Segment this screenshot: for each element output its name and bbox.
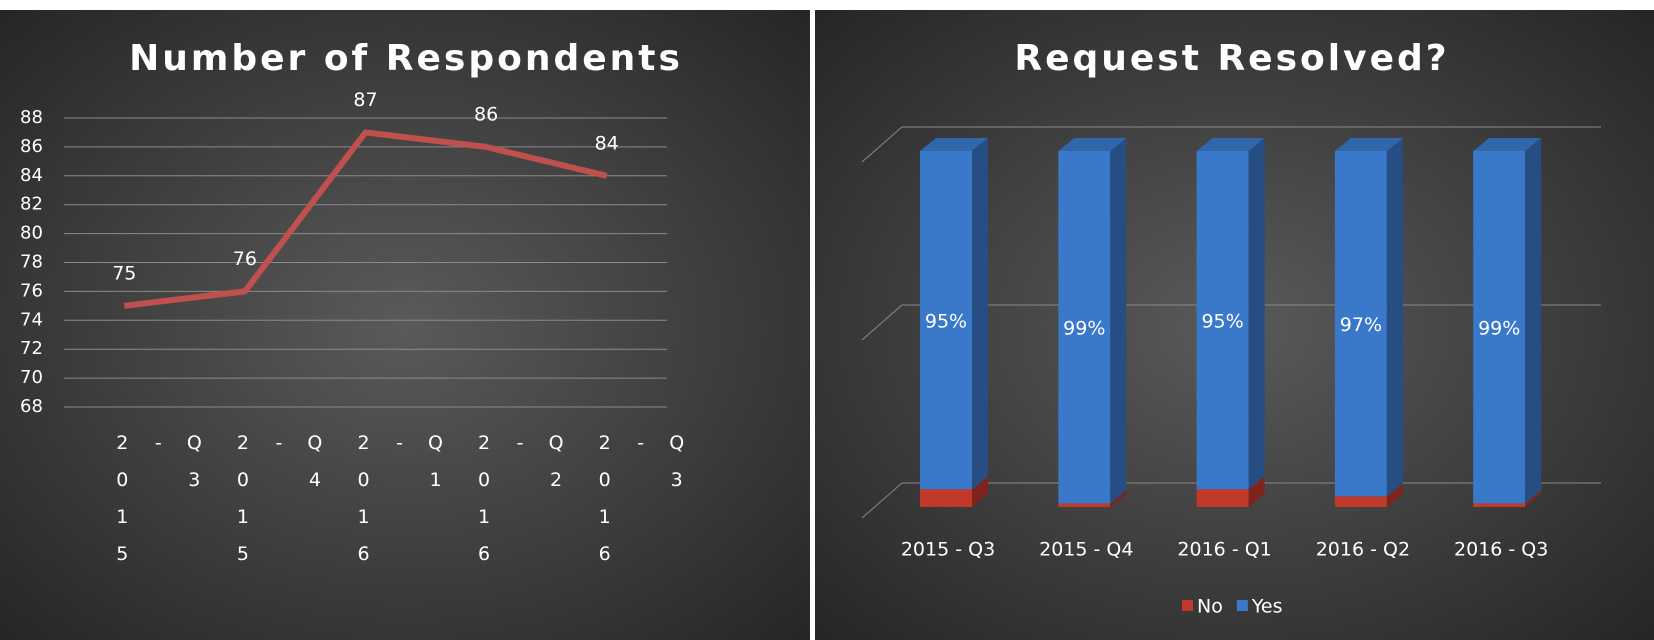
panel-left xyxy=(0,10,810,640)
bar-top xyxy=(1473,138,1542,151)
legend-label: No xyxy=(1197,596,1223,618)
x-tick-label: 2016 - Q2 xyxy=(473,432,568,580)
x-tick-label: 2016 - Q2 xyxy=(1316,539,1410,561)
bar-front xyxy=(1196,151,1249,490)
bar-front xyxy=(1334,151,1387,497)
y-tick-label: 84 xyxy=(20,165,43,186)
x-tick-label: 2015 - Q4 xyxy=(231,432,326,580)
y-tick-label: 72 xyxy=(20,338,43,359)
x-tick-label: 2016 - Q1 xyxy=(352,432,447,580)
data-label: 87 xyxy=(353,89,377,111)
line xyxy=(123,129,608,309)
bar-side xyxy=(972,476,988,507)
bar-side xyxy=(1110,138,1127,504)
x-tick-label: 2015 - Q3 xyxy=(901,539,995,561)
bar-front xyxy=(1058,151,1111,504)
bar-side xyxy=(1110,490,1127,507)
x-tick-label: 2016 - Q1 xyxy=(1177,539,1271,561)
y-tick-label: 82 xyxy=(20,194,43,215)
data-label: 76 xyxy=(233,248,257,270)
bar-front xyxy=(1196,489,1249,507)
chart-title: Number of Respondents xyxy=(129,38,683,79)
bar-side xyxy=(1248,138,1265,490)
x-tick-label: 2015 - Q4 xyxy=(1039,539,1133,561)
bar-top xyxy=(1334,138,1403,151)
data-label: 84 xyxy=(595,132,619,154)
bar-side xyxy=(1386,138,1403,497)
y-tick-label: 88 xyxy=(20,107,43,128)
bar-side xyxy=(1525,138,1542,504)
data-label: 75 xyxy=(112,262,136,284)
data-label: 99% xyxy=(1478,318,1520,340)
bar-top xyxy=(920,138,988,151)
y-tick-label: 70 xyxy=(20,367,43,388)
x-tick-label: 2015 - Q3 xyxy=(111,432,206,580)
x-tick-label: 2016 - Q3 xyxy=(1454,539,1548,561)
bar-front xyxy=(920,489,972,507)
grid-line xyxy=(861,126,1601,163)
y-tick-label: 76 xyxy=(20,280,43,301)
bar-front xyxy=(920,151,972,490)
bar-side xyxy=(1386,483,1403,507)
y-tick-label: 80 xyxy=(20,223,43,244)
bar-front xyxy=(1058,503,1111,507)
data-label: 97% xyxy=(1340,314,1382,336)
bar-top xyxy=(1058,138,1127,151)
bar-front xyxy=(1473,503,1526,507)
data-label: 86 xyxy=(474,103,498,125)
bar-side xyxy=(972,138,988,490)
bar-side xyxy=(1525,490,1542,507)
legend-label: Yes xyxy=(1251,596,1283,618)
bar-top xyxy=(1196,138,1265,151)
y-tick-label: 86 xyxy=(20,136,43,157)
legend-swatch xyxy=(1182,600,1193,611)
data-label: 95% xyxy=(1201,311,1243,333)
y-tick-label: 74 xyxy=(20,309,43,330)
legend-swatch xyxy=(1236,600,1248,611)
bar-side xyxy=(1248,476,1265,507)
y-tick-label: 68 xyxy=(20,396,43,417)
bar-front xyxy=(1334,496,1387,507)
chart-title: Request Resolved? xyxy=(1014,38,1449,79)
bar-front xyxy=(1473,151,1526,504)
data-label: 95% xyxy=(925,311,967,333)
y-tick-label: 78 xyxy=(20,252,43,273)
data-label: 99% xyxy=(1063,318,1105,340)
x-tick-label: 2016 - Q3 xyxy=(593,432,688,580)
